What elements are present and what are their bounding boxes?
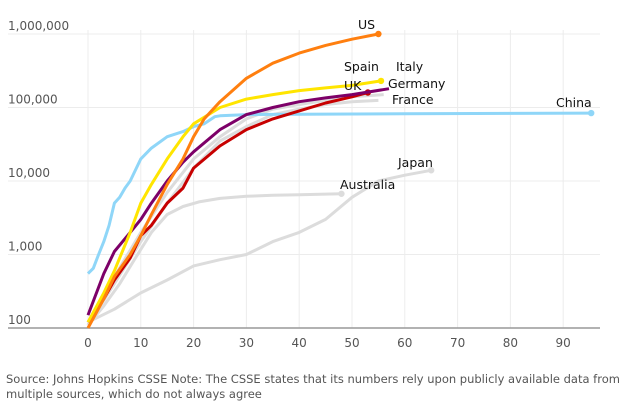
series-label-china: China: [556, 95, 592, 110]
y-tick-label: 100,000: [8, 93, 58, 107]
x-tick-label: 20: [186, 336, 201, 350]
series-line-italy: [86, 87, 390, 316]
x-tick-label: 60: [397, 336, 412, 350]
x-tick-label: 40: [292, 336, 307, 350]
series-end-dot-china: [587, 109, 595, 117]
series-line-spain: [86, 79, 382, 323]
series-end-dot-japan: [428, 167, 435, 174]
x-tick-label: 30: [239, 336, 254, 350]
series-label-italy: Italy: [396, 59, 424, 74]
series-label-australia: Australia: [340, 177, 395, 192]
x-tick-label: 0: [84, 336, 92, 350]
series-line-germany: [86, 93, 384, 326]
series-end-dot-australia: [338, 190, 345, 197]
series-label-germany: Germany: [388, 76, 446, 91]
x-tick-label: 50: [344, 336, 359, 350]
x-tick-label: 10: [133, 336, 148, 350]
series-label-japan: Japan: [397, 155, 433, 170]
series-line-france: [86, 98, 379, 326]
series-line-australia: [86, 192, 342, 326]
x-tick-label: 70: [450, 336, 465, 350]
y-tick-label: 10,000: [8, 166, 50, 180]
x-tick-label: 90: [556, 336, 571, 350]
series-label-uk: UK: [344, 78, 362, 93]
series-line-china: [86, 111, 592, 275]
series-line-japan: [87, 168, 432, 324]
chart: 0 10 20 30 40 50 60 70 80 90 100 1,000 10,000 100,000…: [8, 17, 600, 350]
y-tick-label: 1,000,000: [8, 19, 69, 33]
y-tick-label: 1,000: [8, 240, 42, 254]
series-end-dot-us: [375, 30, 382, 38]
series-label-us: US: [358, 17, 375, 32]
series-end-dot-spain: [377, 77, 385, 85]
series-line-uk: [86, 91, 369, 324]
x-tick-label: 80: [503, 336, 518, 350]
series-line-us: [86, 32, 379, 329]
series-label-spain: Spain: [344, 59, 379, 74]
source-note: Source: Johns Hopkins CSSE Note: The CSS…: [6, 372, 620, 401]
y-tick-label: 100: [8, 313, 31, 327]
series-label-france: France: [392, 92, 434, 107]
